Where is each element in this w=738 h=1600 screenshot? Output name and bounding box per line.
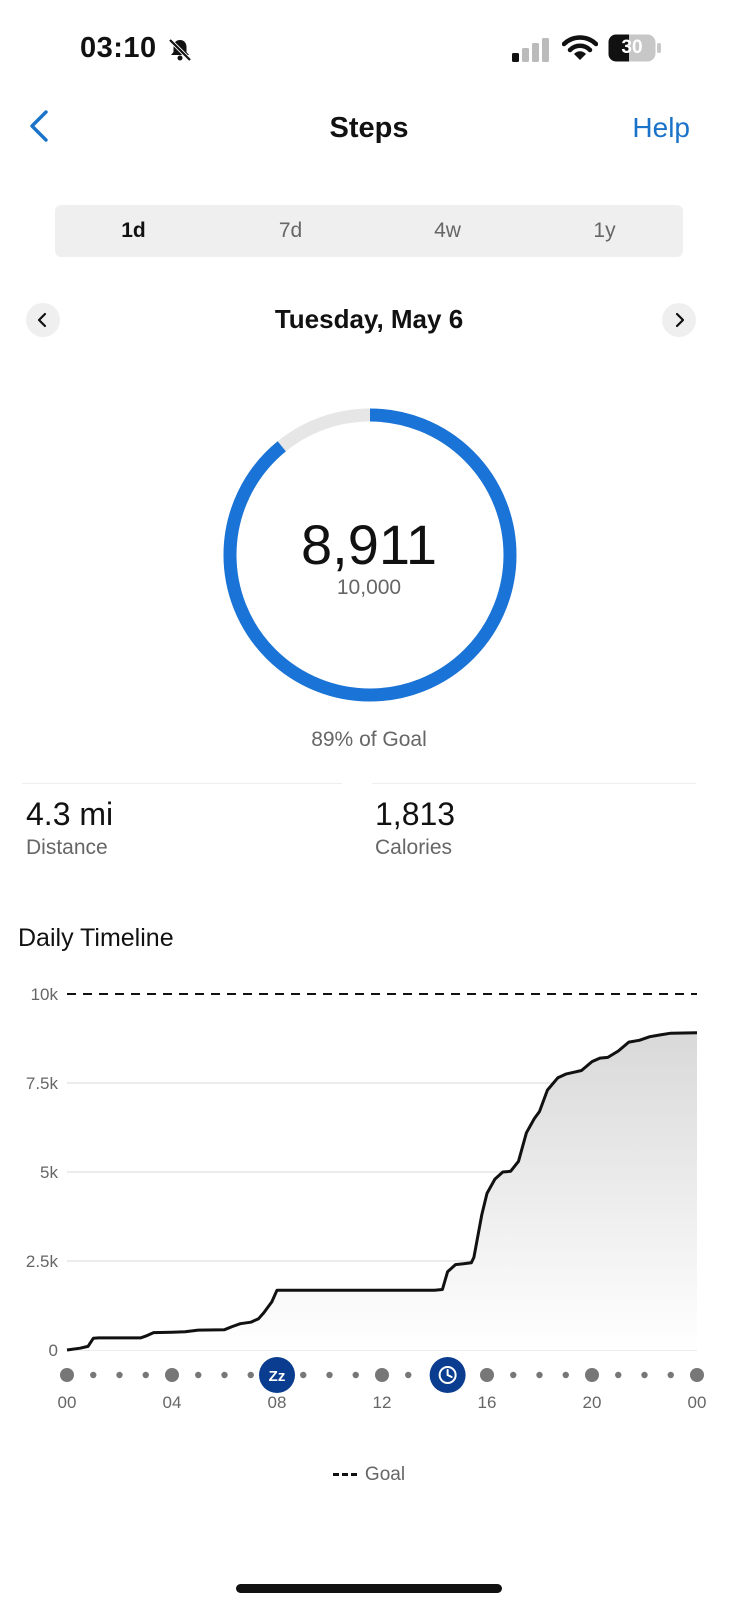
goal-percent: 89% of Goal (311, 728, 427, 751)
steps-progress-ring (223, 408, 517, 702)
hour-dot-major (165, 1368, 179, 1382)
hour-dot (536, 1371, 543, 1379)
calories-label: Calories (375, 836, 453, 859)
hour-dot (352, 1371, 359, 1379)
daily-timeline-chart: 0 2.5k 5k 7.5k 10k 00 04 08 12 16 20 00 Zz (26, 985, 707, 1412)
sleep-icon: Zz (269, 1368, 286, 1385)
chart-legend: Goal (0, 1464, 738, 1486)
y-tick-label: 0 (49, 1341, 58, 1360)
tab-1d[interactable]: 1d (121, 219, 146, 242)
hour-dot (300, 1371, 307, 1379)
battery-level: 30 (621, 37, 643, 58)
hour-dot (405, 1371, 412, 1379)
steps-count: 8,911 (301, 513, 437, 576)
section-title: Daily Timeline (18, 924, 174, 952)
hour-dot (326, 1371, 333, 1379)
hour-dot-major (690, 1368, 704, 1382)
tab-1y[interactable]: 1y (593, 219, 616, 242)
divider (22, 783, 342, 784)
hour-dot (116, 1371, 123, 1379)
x-tick-label: 16 (478, 1393, 497, 1412)
hour-dot (90, 1371, 97, 1379)
steps-line (66, 1031, 698, 1352)
distance-label: Distance (26, 836, 108, 859)
hour-dot (195, 1371, 202, 1379)
status-time: 03:10 (80, 32, 157, 64)
chevron-right-icon (675, 312, 685, 328)
divider (372, 783, 696, 784)
clock-hands-icon (446, 1369, 453, 1378)
y-tick-label: 7.5k (26, 1074, 59, 1093)
selected-date: Tuesday, May 6 (274, 304, 464, 334)
x-tick-label: 20 (583, 1393, 602, 1412)
distance-value: 4.3 mi (26, 796, 114, 832)
back-chevron-icon[interactable] (26, 108, 54, 144)
hour-dot (641, 1371, 648, 1379)
home-indicator (236, 1584, 502, 1593)
marker-badge (259, 1357, 295, 1393)
x-tick-label: 08 (268, 1393, 287, 1412)
tab-7d[interactable]: 7d (278, 219, 303, 242)
area-fill (67, 1032, 697, 1350)
tab-4w[interactable]: 4w (434, 219, 461, 242)
y-tick-label: 5k (40, 1163, 58, 1182)
bell-muted-icon (168, 38, 192, 62)
cellular-signal-icon (512, 38, 549, 62)
page-title: Steps (329, 112, 409, 144)
hour-dot (615, 1371, 622, 1379)
hour-dot-major (585, 1368, 599, 1382)
hour-dot (247, 1371, 254, 1379)
next-day-button[interactable] (662, 303, 696, 337)
chevron-left-icon (37, 312, 47, 328)
wifi-icon (562, 35, 598, 60)
x-tick-label: 12 (373, 1393, 392, 1412)
hour-dot (221, 1371, 228, 1379)
range-tabs: 1d 7d 4w 1y (55, 205, 683, 257)
hour-dot (510, 1371, 517, 1379)
hour-dot-major (60, 1368, 74, 1382)
y-tick-label: 2.5k (26, 1252, 59, 1271)
hour-dot-major (375, 1368, 389, 1382)
clock-icon (438, 1366, 457, 1384)
hour-dot (667, 1371, 674, 1379)
ring-progress (223, 408, 517, 702)
previous-day-button[interactable] (26, 303, 60, 337)
battery-indicator: 30 (608, 34, 662, 62)
x-tick-label: 04 (163, 1393, 182, 1412)
goal-legend-swatch (332, 1473, 357, 1477)
y-tick-label: 10k (31, 985, 59, 1004)
x-tick-label: 00 (58, 1393, 77, 1412)
battery-icon (608, 34, 661, 62)
hour-dot-major (480, 1368, 494, 1382)
x-tick-label: 00 (688, 1393, 707, 1412)
steps-goal: 10,000 (336, 576, 402, 599)
calories-value: 1,813 (375, 796, 456, 832)
help-link[interactable]: Help (632, 112, 690, 143)
hour-dot (562, 1371, 569, 1379)
hour-dot (142, 1371, 149, 1379)
goal-legend-label: Goal (364, 1464, 406, 1485)
